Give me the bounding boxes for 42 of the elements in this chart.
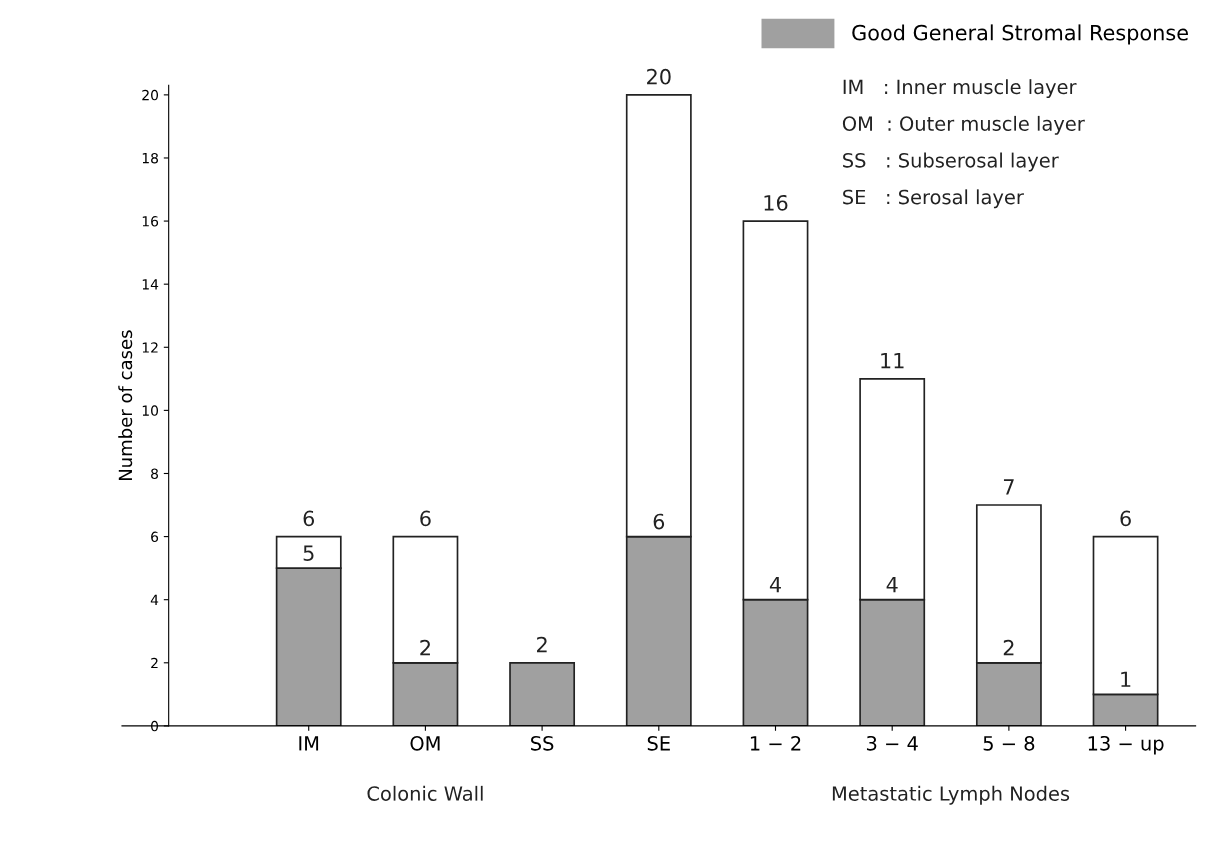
total-label: 20	[647, 68, 671, 85]
data-label: 2	[1003, 639, 1014, 656]
annotation: IM : Inner muscle layer	[843, 79, 1077, 98]
y-axis-title: Number of cases	[118, 330, 133, 481]
y-tick-label: 2	[151, 657, 158, 669]
x-tick-label: 13 − up	[1088, 735, 1164, 755]
data-label: 4	[769, 577, 781, 593]
x-tick-label: IM	[299, 736, 319, 751]
x-tick-label: 3 − 4	[866, 735, 918, 751]
y-tick-label: 20	[142, 89, 159, 101]
bar	[509, 661, 576, 726]
total-label: 6	[1120, 510, 1131, 527]
legend-label: Good General Stromal Response	[852, 24, 1188, 45]
y-tick-label: 8	[151, 468, 159, 479]
y-tick-label: 12	[142, 342, 158, 353]
y-tick-label: 16	[142, 216, 159, 227]
annotation: OM : Outer muscle layer	[842, 115, 1085, 135]
data-label: 4	[886, 577, 898, 593]
total-label: 11	[881, 353, 904, 369]
y-tick-label: 4	[150, 594, 159, 605]
annotation: SE : Serosal layer	[843, 189, 1024, 209]
data-label: 6	[653, 513, 665, 530]
data-label: 2	[420, 639, 430, 656]
total-label: 7	[1003, 479, 1014, 495]
total-label: 6	[303, 510, 315, 527]
y-tick-label: 10	[142, 405, 159, 416]
x-tick-label: 1 − 2	[750, 735, 801, 751]
total-label: 16	[764, 194, 788, 211]
data-label: 5	[303, 545, 314, 561]
annotation: SS : Subserosal layer	[843, 152, 1059, 172]
y-tick-label: 6	[151, 531, 159, 543]
x-tick-label: SE	[647, 735, 670, 751]
x-tick-label: SS	[531, 735, 554, 751]
y-tick-label: 18	[142, 152, 159, 164]
data-label: 1	[1121, 671, 1131, 687]
text: Metastatic Lymph Nodes	[832, 785, 1070, 805]
total-label: 2	[537, 636, 547, 653]
total-label: 6	[420, 510, 431, 527]
text: Colonic Wall	[367, 785, 483, 801]
x-tick-label: 5 − 8	[983, 735, 1035, 751]
y-tick-label: 14	[142, 279, 159, 290]
x-tick-label: OM	[410, 735, 440, 751]
